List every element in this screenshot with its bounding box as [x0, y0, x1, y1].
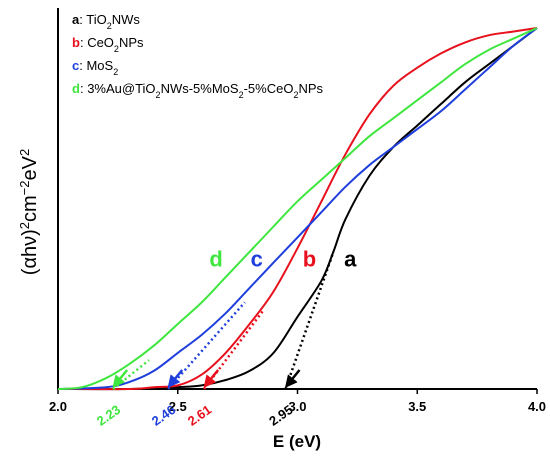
curve-label-b: b	[303, 246, 316, 271]
band-gap-arrows	[112, 369, 301, 388]
curve-label-a: a	[344, 246, 357, 271]
ylabel-mid: cm	[19, 195, 41, 222]
gap-label-d: 2.23	[94, 402, 123, 429]
ylabel-sup1: 2	[17, 222, 32, 229]
x-ticks: 2.0 2.5 3.0 3.5 4.0	[49, 389, 546, 414]
curve-label-c: c	[251, 246, 263, 271]
gap-arrow-d	[112, 369, 129, 388]
tangent-line-d	[112, 359, 150, 390]
series-line-d	[57, 27, 538, 390]
ylabel-sup2: −2	[17, 180, 32, 195]
tangent-line-a	[284, 251, 335, 390]
curve-label-d: d	[209, 246, 222, 271]
x-tick-label: 4.0	[528, 399, 546, 414]
legend-entry-b: b: CeO2NPs	[72, 35, 144, 54]
series-line-c	[57, 27, 538, 390]
x-tick-label: 2.5	[169, 399, 187, 414]
legend-entry-a: a: TiO2NWs	[72, 12, 140, 31]
x-axis-title: E (eV)	[273, 432, 321, 451]
x-tick-label: 3.0	[288, 399, 306, 414]
band-gap-labels: 2.952.612.462.23	[94, 402, 296, 429]
ylabel-sup3: 2	[17, 149, 32, 156]
legend-entry-c: c: MoS2	[72, 58, 118, 77]
gap-label-b: 2.61	[185, 402, 214, 429]
gap-arrow-c	[167, 369, 184, 388]
ylabel-base: (αhν)	[19, 229, 41, 275]
gap-arrow-b	[203, 369, 220, 388]
gap-arrow-a	[284, 369, 301, 388]
curve-labels: a b c d	[209, 246, 357, 271]
ylabel-unit: eV	[19, 155, 41, 180]
tangent-line-c	[167, 301, 246, 390]
y-axis-title: (αhν)2cm−2eV2	[17, 149, 42, 275]
x-tick-label: 2.0	[49, 399, 67, 414]
tangent-lines	[112, 251, 335, 390]
x-tick-label: 3.5	[408, 399, 426, 414]
legend: a: TiO2NWs b: CeO2NPs c: MoS2 d: 3%Au@Ti…	[72, 12, 324, 100]
legend-entry-d: d: 3%Au@TiO2NWs-5%MoS2-5%CeO2NPs	[72, 81, 324, 100]
